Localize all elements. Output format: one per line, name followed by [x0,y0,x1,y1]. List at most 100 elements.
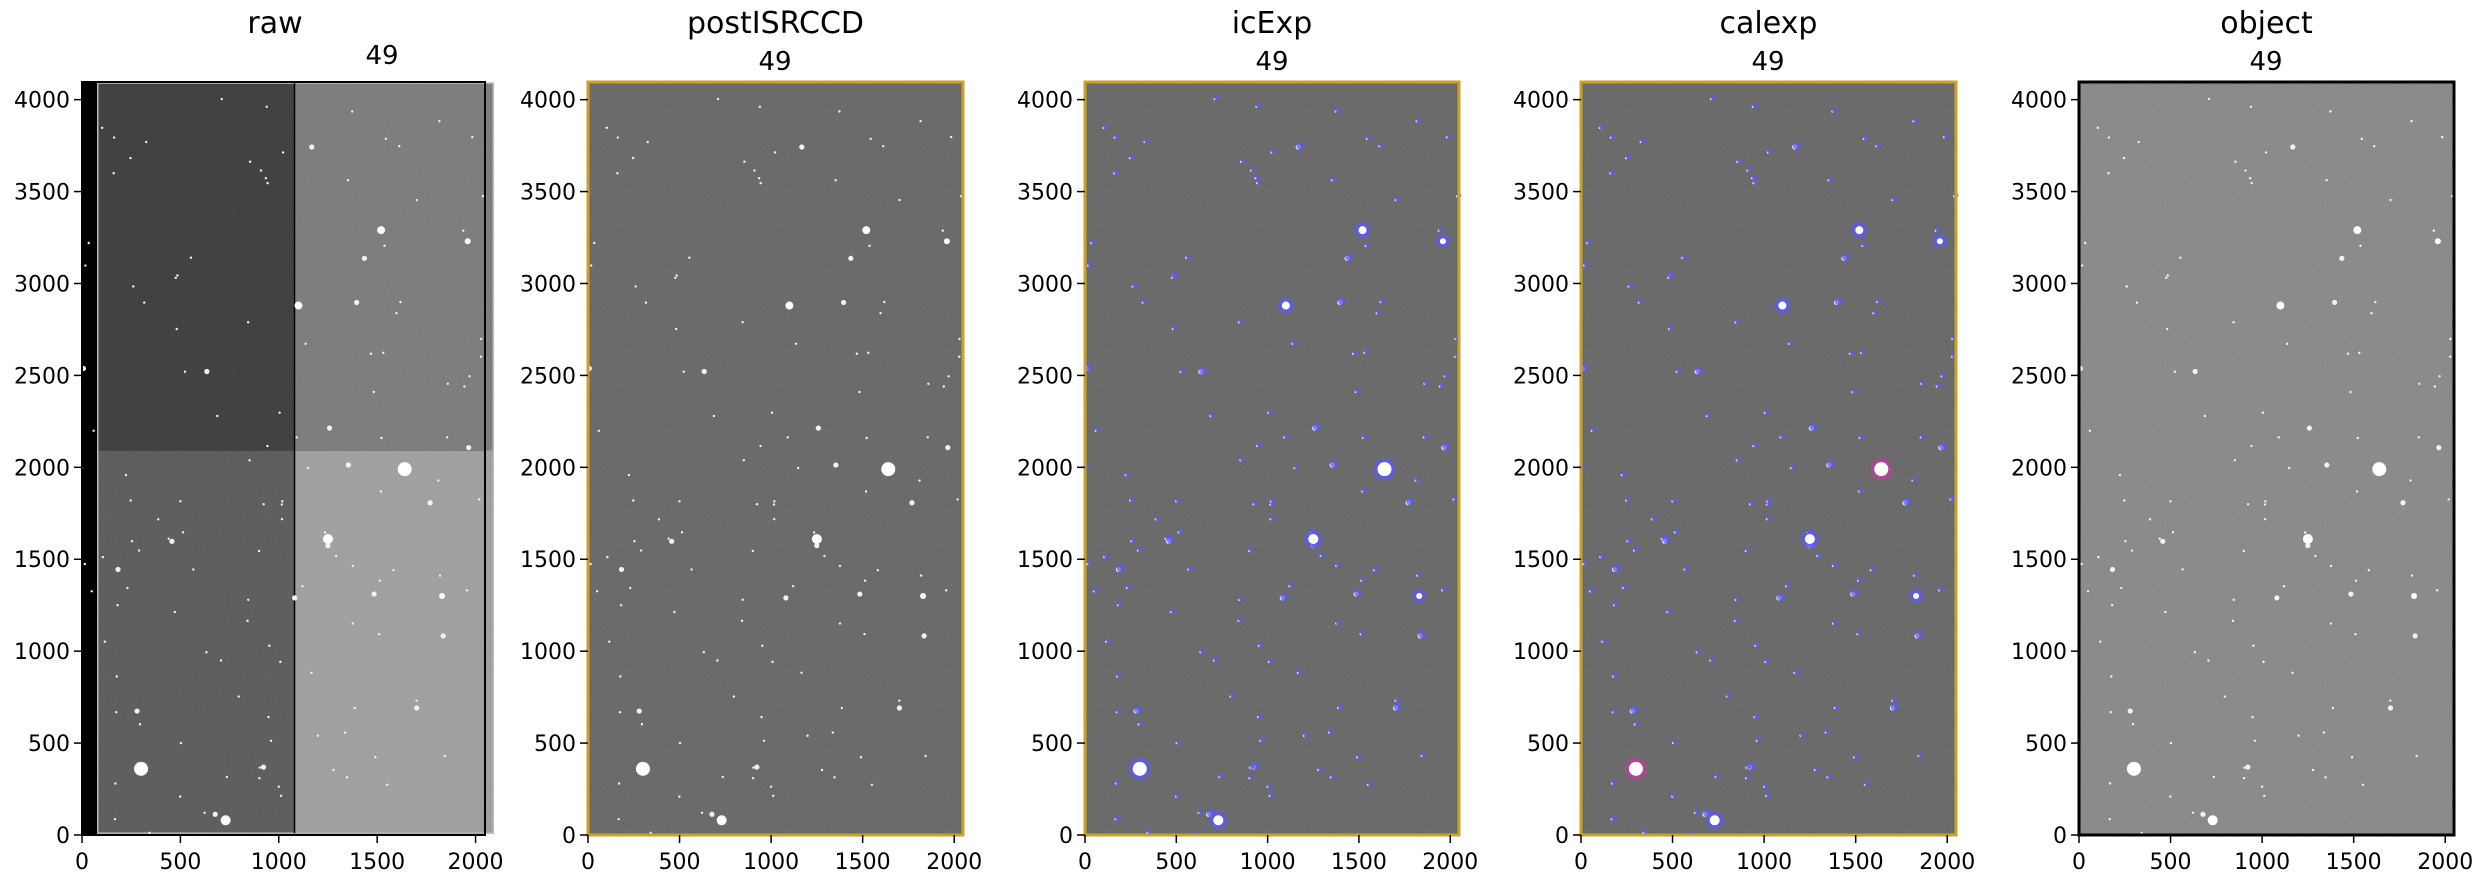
star [606,555,609,559]
detection-mask [1672,739,1678,745]
detection-mask [1114,134,1120,139]
bright-star [943,238,950,245]
detection-mask [1199,366,1207,375]
star [863,632,866,636]
star [2370,311,2373,315]
detection-mask [1289,582,1294,588]
detection-mask [1249,764,1255,770]
detection-mask [1735,596,1741,602]
detection-mask [1859,434,1865,440]
detection-mask [1395,697,1400,703]
detection-mask [1941,372,1947,378]
star [896,705,903,711]
detection-mask [1137,547,1143,552]
star [898,198,901,202]
star [219,659,223,662]
star [279,794,283,798]
star [2110,675,2113,678]
star [2109,710,2113,714]
detection-mask [1380,298,1385,304]
detection-mask [1842,253,1850,262]
detection-mask [1439,383,1445,388]
star [2449,355,2452,358]
detection-mask [1612,708,1618,714]
star [2249,105,2253,108]
star [755,502,759,506]
star [644,301,648,304]
star [721,775,724,779]
star [2263,503,2267,506]
star [786,436,789,439]
star [260,764,267,770]
star [2223,695,2227,698]
detection-mask [1628,283,1634,288]
detection-mask [1695,366,1703,375]
star [398,144,401,148]
bright-star [2126,761,2141,776]
star [2433,385,2437,388]
y-tick-label: 2500 [2011,364,2067,389]
detection-mask [1364,349,1369,355]
star [216,414,219,418]
star [440,633,446,639]
star [175,327,178,331]
detection-mask [1238,617,1244,623]
detection-mask [1170,608,1176,614]
star [783,595,789,601]
star [2348,591,2354,597]
y-tick-label: 2000 [14,456,70,481]
bright-star [1804,534,1815,545]
x-tick-label: 0 [1078,850,1092,875]
y-tick-label: 1000 [1513,640,1569,665]
star [743,160,746,163]
star [137,549,141,552]
detection-mask [1627,537,1632,543]
detection-mask [1116,564,1125,573]
star [325,543,331,549]
star [2361,783,2365,786]
detection-mask [1777,593,1785,601]
star [595,590,599,593]
star [759,444,762,448]
detection-mask [1751,174,1757,180]
detection-mask [1268,409,1273,415]
star [669,538,675,544]
y-tick-label: 4000 [2011,89,2067,114]
star [589,264,593,267]
star [2207,97,2211,101]
x-tick-label: 1500 [835,850,891,875]
detection-mask [1240,158,1246,164]
detection-mask [1892,196,1897,202]
y-tick-label: 2500 [14,364,70,389]
detection-mask [1754,713,1759,719]
detection-mask [1734,617,1740,623]
star [680,531,684,534]
detection-mask [1270,497,1276,503]
star [462,229,465,232]
star [2436,445,2442,451]
x-tick-label: 2000 [926,850,982,875]
x-tick-label: 500 [1652,850,1694,875]
star [173,610,177,614]
ccd-label: 49 [365,41,398,71]
star [351,110,354,113]
star [855,352,859,355]
detection-mask [1913,572,1919,578]
bright-star [1416,593,1423,600]
y-tick-label: 3500 [2011,181,2067,206]
star [949,135,953,139]
star [381,351,385,355]
panel-calexp: 0 500 1000 1500 2000 0 500 1000 1500 2000 2500 3000… [1513,6,1975,875]
detection-mask [1694,809,1700,815]
star [678,500,681,503]
detection-mask [1103,124,1109,130]
star [179,500,182,503]
star [84,264,87,267]
detection-mask [1696,648,1702,654]
star [2107,136,2111,139]
star [115,566,121,573]
star [179,795,182,798]
star [372,390,375,394]
detection-mask [1752,103,1758,109]
star [126,586,129,590]
